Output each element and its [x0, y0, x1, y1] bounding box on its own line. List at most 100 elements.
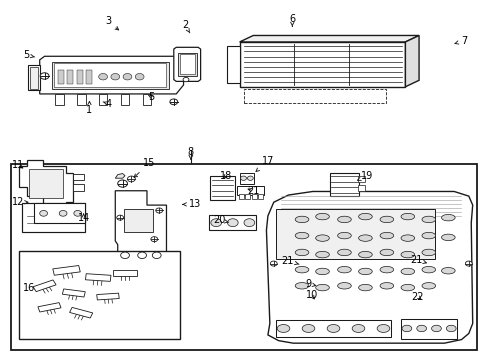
- Polygon shape: [19, 160, 73, 205]
- Bar: [52, 62, 168, 89]
- Bar: [258, 194, 263, 199]
- Polygon shape: [239, 42, 405, 87]
- Polygon shape: [30, 67, 38, 89]
- Polygon shape: [405, 36, 418, 87]
- Text: 22: 22: [410, 292, 423, 302]
- Ellipse shape: [379, 216, 393, 223]
- Circle shape: [247, 176, 253, 180]
- Bar: [276, 320, 390, 337]
- Bar: [124, 209, 153, 232]
- Polygon shape: [227, 45, 239, 83]
- Ellipse shape: [446, 325, 455, 332]
- Circle shape: [59, 211, 67, 216]
- Circle shape: [151, 237, 158, 242]
- Circle shape: [74, 211, 81, 216]
- Ellipse shape: [441, 234, 454, 240]
- Ellipse shape: [358, 251, 371, 258]
- Circle shape: [118, 180, 127, 187]
- Bar: [209, 215, 255, 230]
- Ellipse shape: [358, 213, 371, 220]
- Ellipse shape: [379, 232, 393, 239]
- Text: 12: 12: [12, 197, 28, 207]
- Bar: [86, 69, 92, 84]
- Circle shape: [117, 215, 123, 220]
- Polygon shape: [62, 289, 85, 297]
- Text: 13: 13: [183, 199, 201, 210]
- Polygon shape: [115, 174, 125, 178]
- Ellipse shape: [376, 324, 389, 332]
- Bar: [276, 209, 434, 259]
- Ellipse shape: [326, 324, 339, 332]
- Bar: [251, 194, 256, 199]
- Bar: [58, 69, 64, 84]
- Text: 4: 4: [103, 99, 112, 109]
- Ellipse shape: [295, 232, 308, 239]
- Polygon shape: [38, 303, 61, 312]
- Text: 15: 15: [134, 158, 155, 177]
- Ellipse shape: [351, 324, 364, 332]
- Polygon shape: [85, 274, 111, 282]
- Bar: [19, 251, 180, 338]
- Bar: [73, 174, 83, 180]
- Polygon shape: [113, 270, 137, 276]
- Polygon shape: [115, 191, 166, 253]
- Circle shape: [127, 176, 135, 182]
- Ellipse shape: [431, 325, 441, 332]
- Bar: [400, 319, 456, 338]
- Polygon shape: [27, 65, 40, 90]
- Ellipse shape: [400, 251, 414, 258]
- Text: 8: 8: [187, 147, 194, 157]
- Ellipse shape: [400, 213, 414, 220]
- Polygon shape: [99, 94, 107, 105]
- Ellipse shape: [400, 284, 414, 291]
- Bar: [73, 184, 83, 191]
- Ellipse shape: [295, 249, 308, 256]
- Text: 20: 20: [212, 215, 228, 225]
- Ellipse shape: [315, 235, 329, 241]
- Ellipse shape: [421, 249, 435, 256]
- Text: 16: 16: [23, 283, 35, 293]
- Circle shape: [40, 73, 49, 79]
- Text: 14: 14: [77, 213, 89, 222]
- Circle shape: [240, 176, 246, 180]
- Text: 2: 2: [182, 20, 189, 33]
- Text: 19: 19: [357, 171, 373, 181]
- Text: 21: 21: [409, 255, 426, 265]
- Polygon shape: [33, 280, 56, 292]
- Ellipse shape: [421, 266, 435, 273]
- Ellipse shape: [138, 252, 146, 258]
- Polygon shape: [239, 36, 418, 42]
- Polygon shape: [244, 89, 385, 103]
- Polygon shape: [53, 266, 80, 275]
- Circle shape: [244, 219, 254, 226]
- Polygon shape: [77, 94, 85, 105]
- Bar: [357, 185, 365, 191]
- Text: 9: 9: [305, 279, 315, 289]
- Ellipse shape: [337, 283, 350, 289]
- Circle shape: [210, 219, 221, 226]
- Bar: [237, 186, 264, 195]
- Polygon shape: [40, 56, 183, 94]
- Circle shape: [183, 77, 188, 82]
- Ellipse shape: [315, 251, 329, 258]
- Ellipse shape: [379, 249, 393, 256]
- Ellipse shape: [295, 216, 308, 223]
- Text: 5: 5: [23, 50, 35, 60]
- Bar: [11, 164, 476, 350]
- Text: 5: 5: [147, 92, 154, 102]
- Ellipse shape: [315, 284, 329, 291]
- Ellipse shape: [358, 284, 371, 291]
- Ellipse shape: [358, 235, 371, 241]
- Circle shape: [227, 219, 238, 226]
- Ellipse shape: [358, 268, 371, 275]
- Bar: [239, 173, 254, 184]
- Text: 18: 18: [220, 171, 232, 181]
- Text: 7: 7: [454, 36, 466, 46]
- Ellipse shape: [421, 283, 435, 289]
- Ellipse shape: [121, 252, 129, 258]
- Ellipse shape: [379, 283, 393, 289]
- Polygon shape: [69, 307, 93, 318]
- Bar: [238, 194, 243, 199]
- Polygon shape: [55, 94, 63, 105]
- Ellipse shape: [400, 268, 414, 275]
